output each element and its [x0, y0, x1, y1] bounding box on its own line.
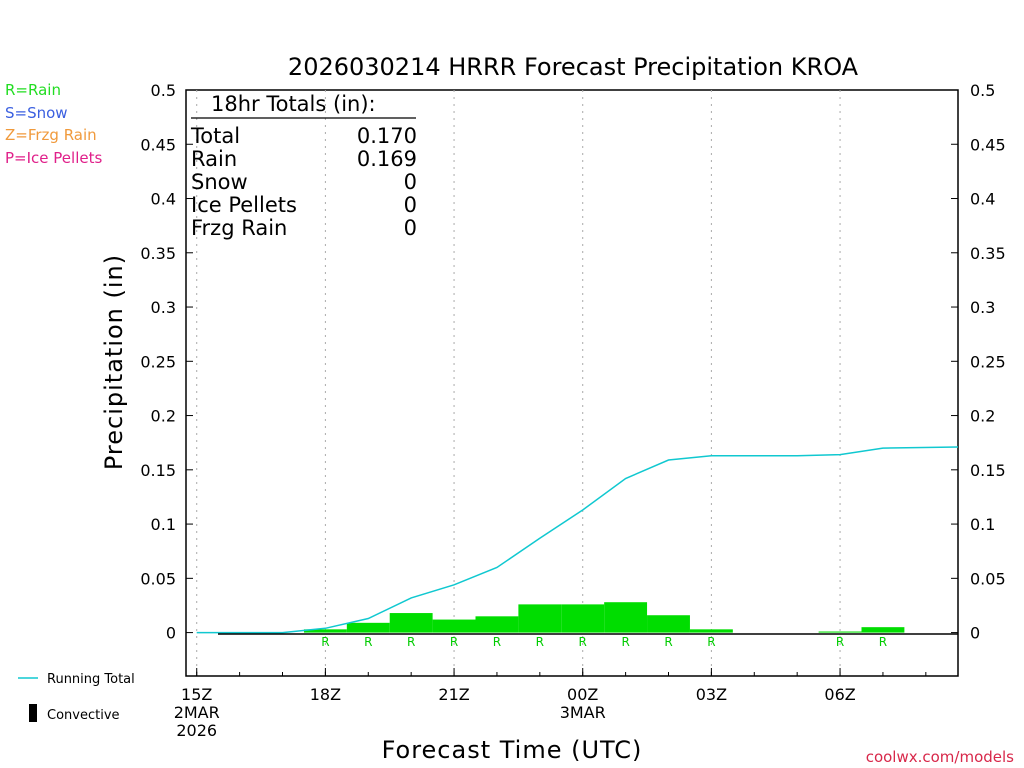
precip-bar: [303, 629, 347, 633]
watermark: coolwx.com/models: [866, 748, 1014, 766]
rain-marker: R: [707, 635, 715, 649]
y-axis-label: Precipitation (in): [100, 254, 128, 470]
totals-rows: Total 0.170 Rain 0.169 Snow 0 Ice Pellets 0 Frzg…: [190, 124, 417, 240]
x-tick-label: 3MAR: [560, 703, 606, 722]
y-axis-ticks: 0 00.05 0.050.1 0.10.15 0.150.2 0.20.25 0.250.…: [140, 81, 1005, 643]
totals-row-value: 0: [404, 216, 417, 240]
rain-marker: R: [836, 635, 844, 649]
totals-row-value: 0.169: [357, 147, 417, 171]
precip-bar: [604, 602, 648, 633]
totals-row-label: Rain: [191, 147, 237, 171]
totals-row-label: Snow: [191, 170, 248, 194]
x-axis-label: Forecast Time (UTC): [382, 736, 643, 764]
rain-marker: R: [450, 635, 458, 649]
legend-ice-pellets: P=Ice Pellets: [5, 149, 103, 167]
rain-marker: R: [493, 635, 501, 649]
y-tick-label-left: 0.4: [151, 190, 176, 209]
rain-marker: R: [621, 635, 629, 649]
y-tick-label-left: 0.25: [140, 352, 176, 371]
y-tick-label-left: 0.45: [140, 135, 176, 154]
running-total-series: [196, 446, 959, 634]
totals-heading: 18hr Totals (in):: [211, 92, 376, 116]
precip-bar: [518, 604, 562, 633]
y-tick-label-right: 0.15: [970, 461, 1006, 480]
convective-legend: Convective: [47, 708, 120, 723]
totals-row-value: 0: [404, 170, 417, 194]
y-tick-label-left: 0.05: [140, 569, 176, 588]
precip-bar: [389, 613, 433, 633]
x-tick-label: 21Z: [438, 685, 469, 704]
y-tick-label-right: 0.3: [970, 298, 995, 317]
y-tick-label-left: 0.1: [151, 515, 176, 534]
running-total-line: [196, 446, 959, 634]
chart-title: 2026030214 HRRR Forecast Precipitation K…: [288, 53, 859, 81]
rain-marker: R: [879, 635, 887, 649]
x-tick-label: 18Z: [310, 685, 341, 704]
precip-bar: [861, 627, 905, 633]
grid-lines: [196, 90, 841, 676]
totals-row-label: Ice Pellets: [191, 193, 297, 217]
precip-bar: [346, 622, 390, 633]
precip-bars: [303, 602, 905, 633]
x-tick-label: 06Z: [824, 685, 855, 704]
y-tick-label-left: 0: [166, 624, 176, 643]
y-tick-label-left: 0.15: [140, 461, 176, 480]
y-tick-label-right: 0.45: [970, 135, 1006, 154]
x-tick-label: 2MAR: [174, 703, 220, 722]
totals-row-value: 0.170: [357, 124, 417, 148]
x-tick-label: 03Z: [696, 685, 727, 704]
rain-marker: R: [579, 635, 587, 649]
y-tick-label-left: 0.35: [140, 244, 176, 263]
convective-swatch: [29, 704, 37, 722]
x-tick-label: 00Z: [567, 685, 598, 704]
y-tick-label-right: 0.35: [970, 244, 1006, 263]
totals-row-value: 0: [404, 193, 417, 217]
totals-row-label: Total: [190, 124, 240, 148]
precip-bar: [818, 631, 862, 633]
precip-bar: [432, 619, 476, 633]
rain-marker: R: [536, 635, 544, 649]
rain-marker: R: [407, 635, 415, 649]
legend-snow: S=Snow: [5, 104, 68, 122]
y-tick-label-right: 0.1: [970, 515, 995, 534]
rain-marker: R: [364, 635, 372, 649]
x-tick-label: 2026: [176, 721, 217, 740]
rain-marker: R: [321, 635, 329, 649]
totals-row-label: Frzg Rain: [191, 216, 287, 240]
precip-bar: [689, 629, 733, 633]
precip-bar: [475, 616, 519, 633]
rain-marker: R: [664, 635, 672, 649]
precip-bar: [647, 615, 690, 633]
totals-box: 18hr Totals (in): Total 0.170 Rain 0.169 Sno…: [190, 92, 417, 240]
y-tick-label-right: 0.2: [970, 407, 995, 426]
y-tick-label-left: 0.3: [151, 298, 176, 317]
precip-bar: [561, 604, 605, 633]
y-tick-label-right: 0.4: [970, 190, 995, 209]
y-tick-label-right: 0: [970, 624, 980, 643]
y-tick-label-right: 0.25: [970, 352, 1006, 371]
x-tick-label: 15Z: [181, 685, 212, 704]
legend-rain: R=Rain: [5, 81, 61, 99]
plot-frame: [185, 89, 959, 677]
y-tick-label-left: 0.5: [151, 81, 176, 100]
y-tick-label-right: 0.5: [970, 81, 995, 100]
running-total-legend: Running Total: [47, 672, 135, 687]
y-tick-label-left: 0.2: [151, 407, 176, 426]
legend-frzg-rain: Z=Frzg Rain: [5, 126, 97, 144]
y-tick-label-right: 0.05: [970, 569, 1006, 588]
